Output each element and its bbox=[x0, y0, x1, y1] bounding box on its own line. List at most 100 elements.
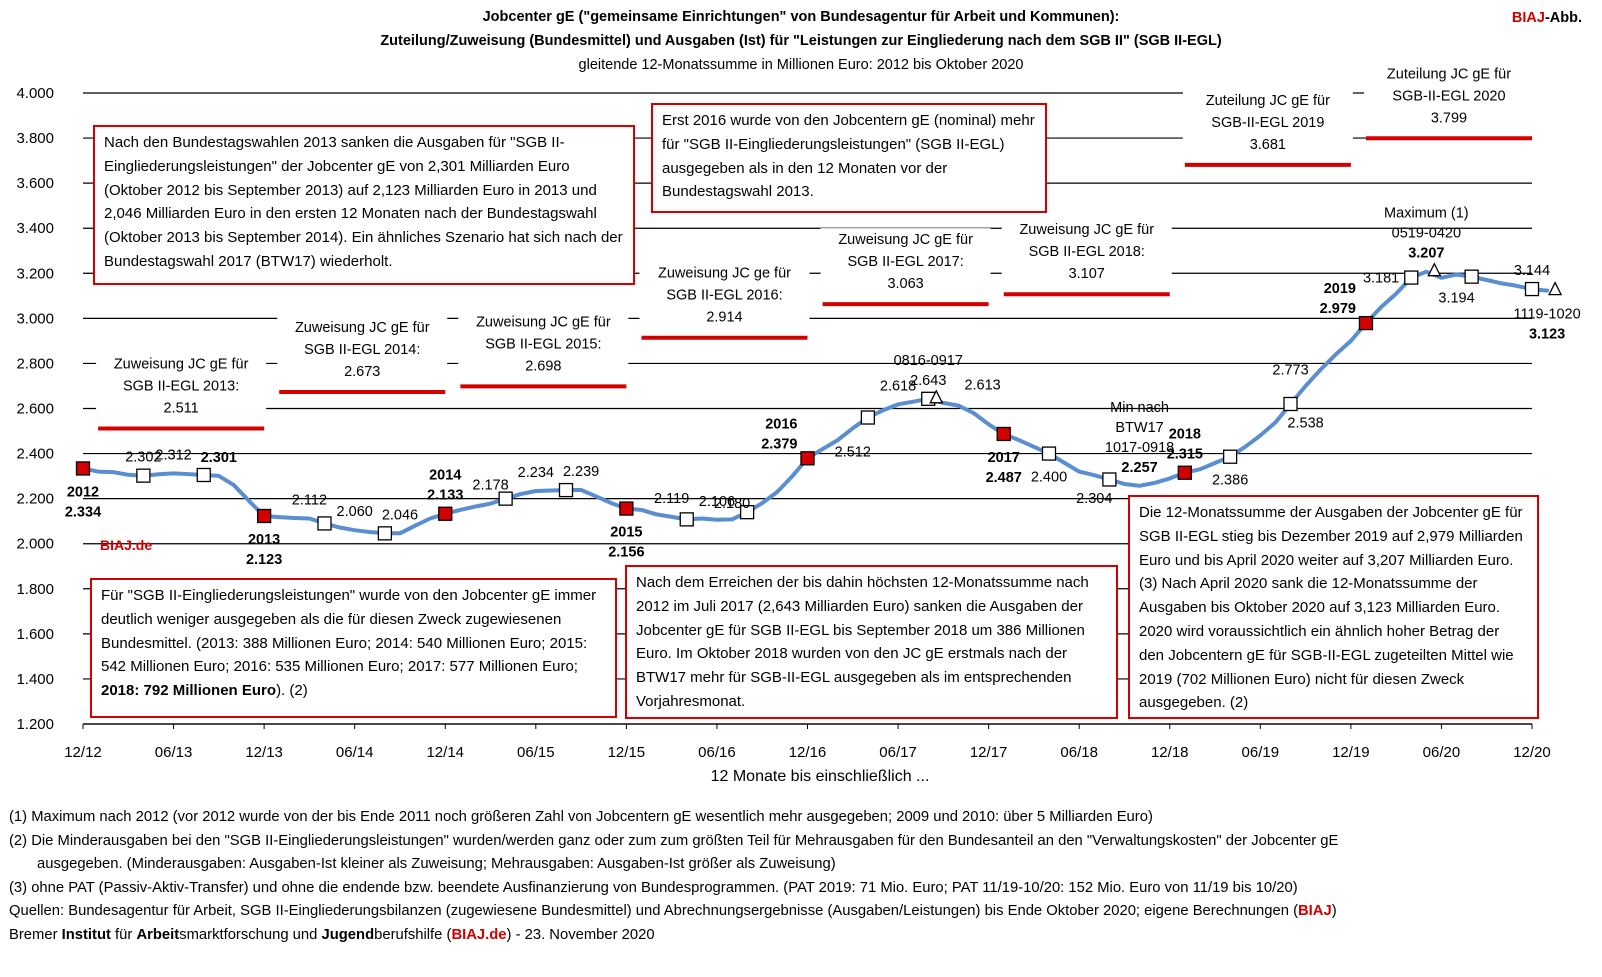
sources-end: ) bbox=[1331, 903, 1337, 919]
box3-text: Für "SGB II-Eingliederungsleistungen" wu… bbox=[101, 587, 597, 676]
data-label: 2013 bbox=[248, 532, 280, 548]
marker-white-square bbox=[1464, 269, 1479, 284]
allocation-label: SGB II-EGL 2016: bbox=[666, 288, 782, 304]
allocation-label: Zuweisung JC gE für bbox=[476, 314, 611, 330]
y-tick-label: 1.200 bbox=[16, 716, 54, 733]
x-tick-label: 12/12 bbox=[64, 744, 102, 761]
marker-red-square bbox=[438, 506, 453, 521]
allocation-label-bg bbox=[639, 261, 810, 330]
y-tick-label: 1.800 bbox=[16, 581, 54, 598]
biaj-watermark: BIAJ.de bbox=[100, 537, 152, 553]
footnote-3: (3) ohne PAT (Passiv-Aktiv-Transfer) und… bbox=[9, 879, 1298, 896]
data-label: 2.257 bbox=[1121, 460, 1157, 476]
box3-bold: 2018: 792 Millionen Euro bbox=[101, 682, 277, 700]
footnote-2a: (2) Die Minderausgaben bei den "SGB II-E… bbox=[9, 832, 1339, 849]
allocation-label: SGB II-EGL 2014: bbox=[304, 342, 420, 358]
x-tick-label: 12/19 bbox=[1332, 744, 1370, 761]
y-tick-label: 3.200 bbox=[16, 265, 54, 282]
marker-white-square bbox=[1524, 281, 1540, 297]
data-label: 2.512 bbox=[835, 444, 871, 460]
footer-p4: berufshilfe ( bbox=[374, 926, 452, 943]
data-label: 2.106 bbox=[699, 494, 735, 510]
marker-white-square bbox=[739, 505, 755, 520]
y-tick-label: 2.600 bbox=[16, 401, 54, 418]
data-label: 2.123 bbox=[246, 552, 282, 568]
footer-line: Bremer Institut für Arbeitsmarktforschun… bbox=[9, 924, 1589, 948]
data-label: 2.112 bbox=[292, 492, 327, 508]
allocation-label: 2.673 bbox=[344, 364, 380, 380]
y-tick-label: 4.000 bbox=[16, 85, 54, 102]
allocation-label: Zuweisung JC gE für bbox=[114, 357, 249, 373]
allocation-label: Zuweisung JC gE für bbox=[1019, 222, 1154, 238]
x-tick-label: 06/19 bbox=[1242, 744, 1280, 761]
data-label: 2.386 bbox=[1212, 473, 1248, 489]
allocation-label-bg bbox=[820, 228, 991, 297]
y-tick-label: 2.000 bbox=[16, 536, 54, 553]
data-label: 2.119 bbox=[654, 491, 689, 507]
allocation-label: SGB-II-EGL 2020 bbox=[1392, 88, 1505, 104]
footer-b1: Institut bbox=[61, 926, 111, 943]
sources-line: Quellen: Bundesagentur für Arbeit, SGB I… bbox=[9, 900, 1589, 924]
data-label: 2.979 bbox=[1320, 301, 1356, 317]
allocation-label: SGB II-EGL 2015: bbox=[485, 336, 601, 352]
marker-white-square bbox=[1102, 472, 1117, 487]
allocation-label-bg bbox=[1001, 218, 1172, 287]
data-label: 2.773 bbox=[1272, 363, 1308, 379]
data-label: 2.234 bbox=[518, 465, 554, 481]
data-label: 0519-0420 bbox=[1392, 226, 1461, 242]
chart-area: 1.200 1.400 1.600 1.800 2.000 2.200 2.400 2.600… bbox=[16, 66, 1581, 785]
data-label: 2012 bbox=[67, 484, 99, 500]
data-label: 2.156 bbox=[608, 545, 644, 561]
data-label: 2019 bbox=[1324, 281, 1356, 297]
marker-red-square bbox=[1358, 315, 1374, 331]
data-label: 2.180 bbox=[714, 496, 750, 512]
footer-p3: smarktforschung und bbox=[179, 926, 322, 943]
marker-red-square bbox=[619, 501, 634, 516]
marker-white-square bbox=[136, 468, 151, 483]
data-label: BTW17 bbox=[1115, 420, 1163, 436]
data-label: 2.538 bbox=[1287, 415, 1323, 431]
marker-white-square bbox=[1222, 449, 1238, 464]
data-label: 2.315 bbox=[1167, 447, 1203, 463]
allocation-label: 3.063 bbox=[887, 276, 923, 292]
marker-white-square bbox=[679, 512, 694, 527]
x-tick-label: 12/14 bbox=[426, 744, 464, 761]
marker-white-square bbox=[498, 491, 513, 506]
data-label: 2.618 bbox=[880, 378, 916, 394]
data-label: 1017-0918 bbox=[1105, 440, 1174, 456]
footnote-2b: ausgegeben. (Minderausgaben: Ausgaben-Is… bbox=[37, 856, 836, 872]
x-tick-label: 12/20 bbox=[1513, 744, 1551, 761]
footer-p1: Bremer bbox=[9, 926, 62, 943]
footer-b2: Arbeit bbox=[136, 926, 180, 943]
data-label: 2.060 bbox=[337, 504, 373, 520]
allocation-label: Zuweisung JC ge für bbox=[658, 266, 791, 282]
data-label: 2.400 bbox=[1031, 470, 1067, 486]
y-axis-labels: 1.200 1.400 1.600 1.800 2.000 2.200 2.400 2.600… bbox=[16, 85, 54, 733]
footer-b3: Jugend bbox=[321, 926, 375, 943]
footnotes: (1) Maximum nach 2012 (vor 2012 wurde vo… bbox=[9, 806, 1589, 947]
marker-red-square bbox=[800, 451, 815, 466]
x-tick-label: 06/13 bbox=[155, 744, 193, 761]
data-label: 2015 bbox=[610, 525, 642, 541]
data-label: 3.194 bbox=[1438, 291, 1474, 307]
allocation-label: Zuteilung JC gE für bbox=[1206, 93, 1330, 109]
marker-triangle bbox=[1548, 281, 1563, 296]
marker-white-square bbox=[317, 516, 332, 531]
x-tick-label: 12/13 bbox=[245, 744, 283, 761]
data-label: 0816-0917 bbox=[894, 353, 963, 369]
footer-red: BIAJ.de bbox=[451, 926, 507, 943]
allocation-label: Zuweisung JC gE für bbox=[838, 232, 973, 248]
x-tick-label: 12/15 bbox=[608, 744, 646, 761]
x-axis-title: 12 Monate bis einschließlich ... bbox=[711, 768, 930, 785]
allocation-label: Zuweisung JC gE für bbox=[295, 320, 430, 336]
allocation-label: SGB-II-EGL 2019 bbox=[1211, 115, 1324, 131]
data-label: 2.379 bbox=[761, 436, 797, 452]
data-label: 2.133 bbox=[427, 488, 463, 504]
data-label: Min nach bbox=[1110, 400, 1169, 416]
marker-white-square bbox=[860, 410, 876, 425]
x-tick-label: 06/20 bbox=[1423, 744, 1461, 761]
x-tick-label: 12/18 bbox=[1151, 744, 1189, 761]
badge-red-text: BIAJ bbox=[1511, 10, 1545, 26]
data-label: 2.487 bbox=[986, 470, 1022, 486]
data-label: 2.178 bbox=[472, 478, 508, 494]
